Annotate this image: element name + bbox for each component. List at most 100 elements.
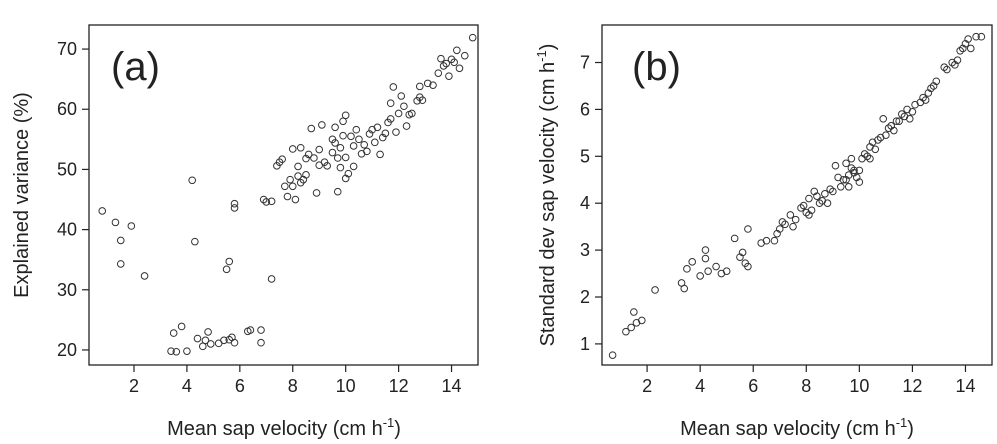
- panel-a-data-point: [315, 145, 324, 154]
- panel-a-label: (a): [111, 45, 160, 89]
- panel-a-data-point: [167, 347, 175, 355]
- panel-a-y-tick-label: 60: [57, 99, 77, 119]
- panel-a-data-point: [341, 111, 350, 120]
- panel-a-data-point: [302, 154, 310, 163]
- panel-b-data-point: [821, 190, 829, 198]
- panel-b-data-point: [730, 234, 739, 243]
- panel-b-data-point: [855, 178, 864, 186]
- panel-a-data-point: [230, 338, 239, 347]
- panel-b-label: (b): [632, 45, 681, 89]
- panel-b-data-point: [770, 236, 779, 245]
- panel-a-data-point: [188, 176, 197, 185]
- panel-a-data-point: [347, 132, 355, 141]
- panel-a-data-point: [206, 340, 215, 348]
- panel-b-x-tick-label: 12: [902, 376, 922, 396]
- panel-b-data-point: [908, 107, 917, 116]
- panel-a-data-point: [278, 155, 286, 163]
- panel-b-data-point: [797, 204, 805, 212]
- panel-b-data-point: [892, 117, 901, 125]
- panel-b-data-point: [688, 258, 697, 266]
- panel-b-data-point: [815, 199, 824, 208]
- panel-a-data-point: [257, 326, 265, 334]
- panel-a-data-point: [376, 150, 384, 159]
- panel-b-y-tick-label: 5: [580, 146, 590, 166]
- panel-b-data-point: [778, 218, 787, 226]
- panel-a-data-point: [453, 46, 461, 55]
- panel-a-data-point: [400, 102, 408, 111]
- panel-b-data-point: [839, 175, 848, 184]
- panel-b-x-tick-label: 10: [849, 376, 869, 396]
- panel-a-data-point: [360, 140, 369, 149]
- panel-b-data-point: [972, 32, 980, 41]
- panel-b-y-tick-label: 4: [580, 193, 590, 213]
- panel-b-data-point: [940, 63, 949, 72]
- panel-a-x-tick-label: 4: [182, 376, 192, 396]
- panel-a-data-point: [140, 272, 149, 280]
- panel-a-data-point: [98, 207, 107, 215]
- panel-b-data-point: [744, 225, 752, 233]
- panel-b-data-point: [789, 222, 797, 231]
- panel-a-data-point: [328, 148, 337, 157]
- panel-b-data-point: [905, 114, 914, 123]
- panel-b-data-point: [890, 126, 898, 135]
- panel-a-data-point: [201, 336, 210, 345]
- panel-a-data-point: [281, 182, 289, 191]
- panel-a-data-point: [191, 237, 199, 246]
- panel-a-data-point: [349, 142, 358, 150]
- panel-a-data-point: [291, 195, 300, 204]
- panel-a-data-point: [341, 153, 350, 162]
- panel-b-data-point: [895, 117, 903, 125]
- panel-b-y-tick-label: 1: [580, 334, 590, 354]
- panel-b-data-point: [956, 46, 964, 55]
- panel-a-data-point: [169, 329, 178, 337]
- panel-a-data-point: [336, 143, 345, 152]
- panel-b-data-point: [608, 351, 617, 359]
- panel-a-x-tick-label: 6: [235, 376, 245, 396]
- panel-a-data-point: [442, 59, 451, 68]
- panel-b-y-tick-label: 3: [580, 240, 590, 260]
- panel-b-data-point: [781, 220, 789, 229]
- panel-a-data-point: [225, 257, 234, 266]
- panel-a-data-point: [307, 124, 316, 133]
- panel-b-data-point: [696, 272, 704, 280]
- panel-b-data-point: [744, 262, 752, 271]
- panel-a-y-axis-title: Explained variance (%): [11, 92, 33, 298]
- panel-b-data-point: [927, 84, 935, 93]
- panel-a-data-point: [437, 54, 445, 63]
- panel-b-data-point: [879, 114, 888, 123]
- panel-b-data-point: [874, 136, 882, 144]
- panel-a-data-point: [111, 218, 120, 227]
- panel-b-x-tick-label: 6: [748, 376, 758, 396]
- panel-a-data-point: [286, 175, 294, 184]
- panel-a-data-point: [127, 222, 136, 230]
- panel-b-y-tick-label: 7: [580, 53, 590, 73]
- panel-a-x-tick-label: 8: [288, 376, 298, 396]
- panel-b-x-axis-title: Mean sap velocity (cm h-1): [680, 415, 914, 440]
- panel-a-plot-frame: [88, 24, 479, 366]
- panel-a-x-tick-label: 10: [336, 376, 356, 396]
- panel-a-data-point: [370, 138, 379, 147]
- panel-a-data-point: [378, 133, 387, 142]
- panel-a-data-point: [262, 198, 271, 206]
- panel-a-data-point: [288, 182, 297, 191]
- panel-a-data-point: [468, 33, 477, 42]
- panel-b-data-point: [622, 327, 630, 336]
- panel-b-data-point: [813, 192, 821, 200]
- panel-a-data-point: [418, 96, 427, 105]
- panel-a-data-point: [415, 82, 424, 91]
- panel-b-data-point: [712, 262, 720, 271]
- panel-b-data-point: [791, 215, 800, 224]
- panel-a-data-point: [222, 265, 231, 274]
- panel-b-data-point: [786, 211, 795, 219]
- panel-a-data-point: [177, 322, 186, 331]
- panel-b-data-point: [943, 65, 951, 74]
- panel-a-data-point: [230, 199, 239, 208]
- panel-a-data-point: [408, 109, 416, 118]
- panel-b-data-point: [977, 32, 986, 41]
- panel-a-data-point: [310, 154, 318, 162]
- panel-a-data-point: [257, 338, 265, 347]
- panel-b-x-tick-label: 14: [955, 376, 975, 396]
- panel-a-data-point: [460, 51, 469, 60]
- panel-b-data-point: [805, 194, 813, 203]
